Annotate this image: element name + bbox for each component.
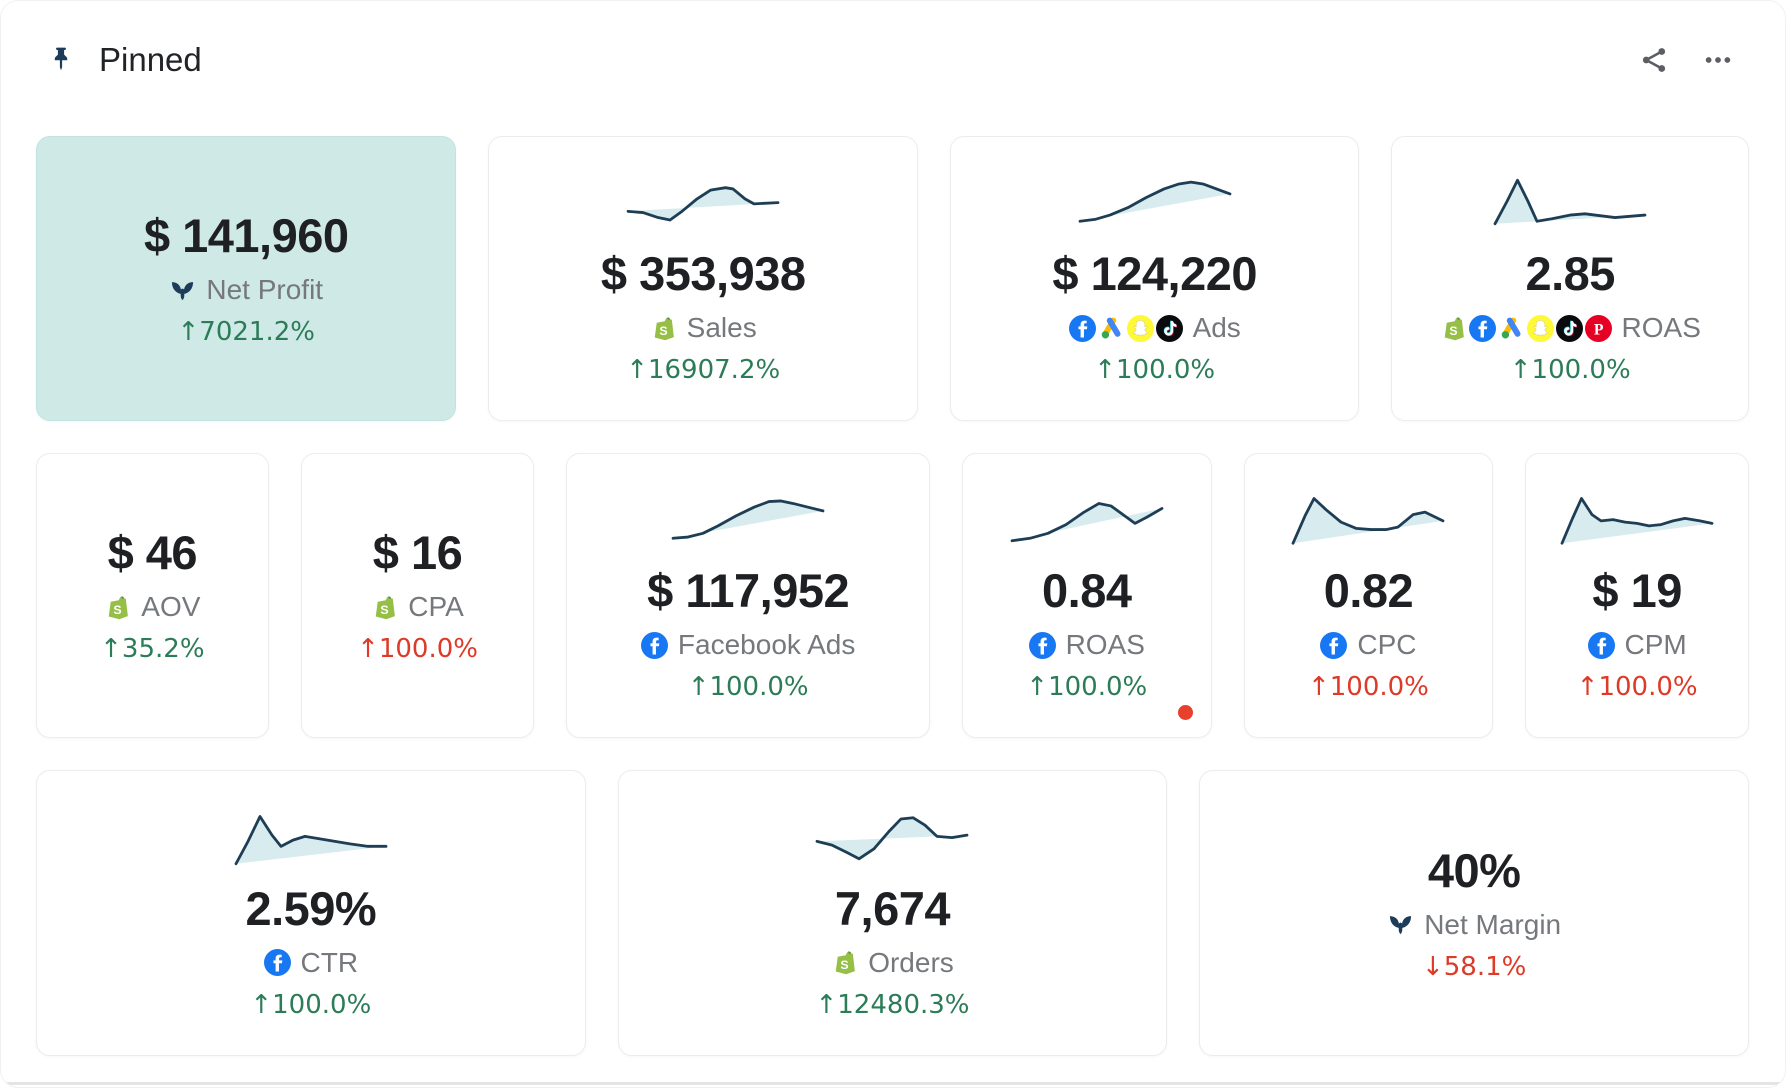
shopify-icon [104,594,131,621]
metric-card-ads[interactable]: $ 124,220 Ads ↑100.0% [949,136,1360,421]
sparkline-chart [1080,174,1230,230]
sparkline-chart [1495,174,1645,230]
metric-label: CTR [264,948,358,977]
metric-value: $ 46 [107,526,198,579]
metric-card-net-profit[interactable]: $ 141,960 Net Profit ↑7021.2% [36,136,457,421]
shopify-icon [831,949,858,976]
metric-value: $ 124,220 [1052,247,1257,300]
shopify-icon [371,594,398,621]
alert-dot [1177,705,1193,720]
metric-value: $ 19 [1592,564,1682,617]
metric-label: CPA [371,593,464,621]
metric-label: AOV [104,593,200,621]
metric-change: ↓58.1% [1421,951,1527,982]
shopify-icon [650,315,677,342]
more-options-button[interactable] [1703,45,1733,75]
metric-value: 7,674 [834,881,951,935]
facebook-icon [1029,632,1056,659]
sparkline-chart [1293,491,1443,547]
triple-whale-icon [1387,911,1414,938]
pinterest-icon [1585,315,1612,342]
metric-card-cpc[interactable]: 0.82 CPC ↑100.0% [1243,453,1494,738]
metric-change: ↑100.0% [1509,355,1631,385]
section-divider [1,1082,1785,1085]
metric-card-ctr[interactable]: 2.59% CTR ↑100.0% [36,770,586,1056]
metrics-row-3: 2.59% CTR ↑100.0% 7,674 Orders ↑12480.3%… [36,770,1749,1056]
metric-value: $ 141,960 [143,209,349,262]
metric-label: Net Margin [1387,910,1561,939]
metric-label: Ads [1069,314,1241,342]
snapchat-icon [1127,315,1154,342]
sparkline-chart [236,809,386,865]
sparkline-chart [628,174,778,230]
sparkline-chart [1012,491,1162,547]
metric-change: ↑100.0% [357,634,478,664]
metric-card-cpm[interactable]: $ 19 CPM ↑100.0% [1525,453,1749,738]
metric-change: ↑100.0% [1307,672,1429,702]
facebook-icon [1469,315,1496,342]
metric-value: $ 117,952 [647,564,850,617]
triple-whale-icon [169,277,196,304]
metric-value: 2.59% [245,881,377,935]
metric-value: $ 16 [372,526,463,579]
metric-label: Sales [650,314,757,342]
metric-value: 40% [1427,843,1521,897]
metric-card-cpa[interactable]: $ 16 CPA ↑100.0% [300,453,535,738]
metric-change: ↑100.0% [250,989,372,1020]
panel-header: Pinned [1,1,1785,79]
metric-label: CPC [1320,631,1417,659]
sparkline-chart [673,491,823,547]
metric-value: 2.85 [1525,247,1615,300]
metric-label: Net Profit [169,276,323,304]
metric-label: Orders [831,948,954,977]
tiktok-icon [1556,315,1583,342]
metric-change: ↑100.0% [1094,355,1216,385]
panel-title: Pinned [99,41,202,78]
ellipsis-icon [1703,45,1733,75]
metric-card-aov[interactable]: $ 46 AOV ↑35.2% [36,453,269,738]
metric-change: ↑100.0% [687,672,809,702]
snapchat-icon [1527,315,1554,342]
google-ads-icon [1498,315,1525,342]
metric-card-facebook-ads[interactable]: $ 117,952 Facebook Ads ↑100.0% [566,453,930,738]
metric-change: ↑7021.2% [177,317,315,347]
metric-card-orders[interactable]: 7,674 Orders ↑12480.3% [617,770,1168,1056]
facebook-icon [641,632,668,659]
metric-change: ↑100.0% [1026,672,1148,702]
share-icon [1639,45,1669,75]
metric-change: ↑35.2% [100,634,205,664]
metric-change: ↑100.0% [1576,672,1698,702]
metric-value: $ 353,938 [600,247,806,300]
sparkline-chart [817,809,967,865]
tiktok-icon [1156,315,1183,342]
metric-card-net-margin[interactable]: 40% Net Margin ↓58.1% [1199,770,1749,1056]
metric-label: CPM [1588,631,1687,659]
metric-value: 0.82 [1323,564,1414,617]
shopify-icon [1440,315,1467,342]
metric-change: ↑16907.2% [626,355,781,385]
pin-icon [49,45,73,75]
facebook-icon [1069,315,1096,342]
google-ads-icon [1098,315,1125,342]
metric-value: 0.84 [1042,564,1132,617]
facebook-icon [264,949,291,976]
facebook-icon [1588,632,1615,659]
metric-card-roas-facebook[interactable]: 0.84 ROAS ↑100.0% [961,453,1212,738]
metric-label: Facebook Ads [641,631,855,659]
metric-card-sales[interactable]: $ 353,938 Sales ↑16907.2% [488,136,918,421]
metrics-row-2: $ 46 AOV ↑35.2% $ 16 CPA ↑100.0% $ 117,9… [36,453,1749,738]
header-actions [1639,45,1733,75]
facebook-icon [1320,632,1347,659]
metric-label: ROAS [1440,314,1701,342]
share-button[interactable] [1639,45,1669,75]
metric-card-roas-blended[interactable]: 2.85 ROAS ↑100.0% [1391,136,1749,421]
metrics-row-1: $ 141,960 Net Profit ↑7021.2% $ 353,938 … [36,136,1749,421]
metric-label: ROAS [1029,631,1145,659]
sparkline-chart [1562,491,1712,547]
metric-change: ↑12480.3% [815,989,970,1020]
